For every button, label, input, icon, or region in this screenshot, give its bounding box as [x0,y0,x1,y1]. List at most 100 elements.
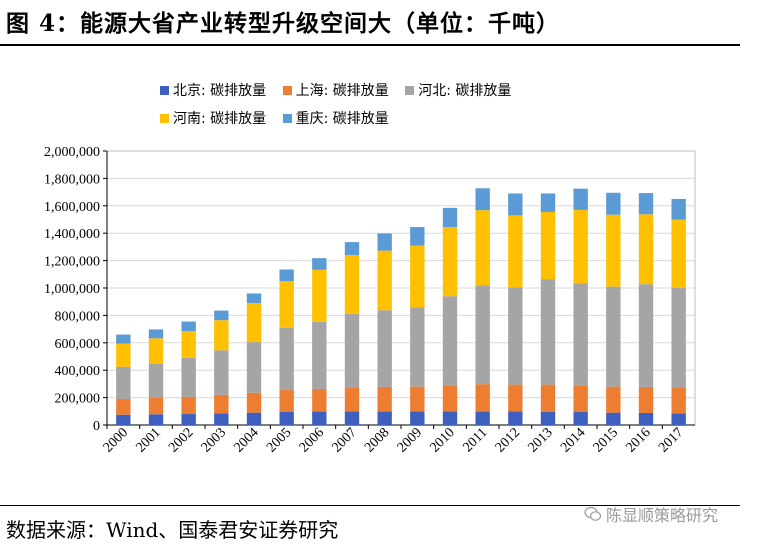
bar-hebei-2006 [312,321,327,389]
x-tick-label: 2006 [297,425,327,455]
legend-label-shanghai: 上海: 碳排放量 [295,83,389,99]
y-tick-label: 1,000,000 [44,282,100,297]
bar-beijing-2003 [214,413,229,425]
bar-hebei-2015 [606,286,621,387]
bar-hebei-2012 [508,287,523,385]
bar-hebei-2004 [246,342,262,393]
legend-item-chongqing: 重庆: 碳排放量 [282,104,389,132]
bar-henan-2003 [214,320,229,351]
bar-chongqing-2014 [573,188,588,210]
legend-label-henan: 河南: 碳排放量 [173,111,267,127]
bar-shanghai-2016 [638,386,654,413]
bar-hebei-2005 [279,327,294,391]
bar-shanghai-2002 [181,396,196,415]
bar-henan-2006 [312,269,327,322]
bar-shanghai-2008 [377,386,392,412]
x-tick-label: 2009 [395,425,425,455]
legend-item-beijing: 北京: 碳排放量 [160,76,266,104]
bar-hebei-2000 [116,366,131,399]
bar-hebei-2013 [540,279,556,385]
x-tick-label: 2015 [591,425,621,455]
legend-item-henan: 河南: 碳排放量 [160,104,266,132]
legend-swatch-henan [160,113,169,123]
x-tick-label: 2011 [460,425,490,455]
bar-henan-2013 [540,211,556,280]
bar-shanghai-2011 [475,384,490,412]
bar-chongqing-2010 [442,207,458,228]
bar-beijing-2007 [344,411,360,425]
legend-swatch-shanghai [282,85,292,95]
x-tick-label: 2014 [558,425,588,455]
bar-henan-2009 [410,245,425,308]
y-tick-label: 400,000 [55,364,101,379]
bar-beijing-2006 [312,411,327,425]
bar-beijing-2011 [475,411,490,425]
bar-shanghai-2017 [671,387,686,414]
bar-chongqing-2016 [638,193,654,215]
bar-beijing-2001 [148,414,164,425]
bar-henan-2007 [344,255,360,315]
bar-beijing-2000 [116,414,131,425]
legend-label-hebei: 河北: 碳排放量 [418,83,512,99]
bar-hebei-2010 [442,296,458,386]
legend-swatch-hebei [405,85,415,95]
bar-hebei-2009 [410,307,425,387]
x-tick-label: 2008 [362,425,392,455]
y-tick-label: 1,200,000 [44,255,100,270]
watermark: 陈显顺策略研究 [584,502,718,526]
title-divider [0,44,740,46]
y-tick-label: 1,600,000 [44,200,100,215]
y-tick-label: 200,000 [55,392,101,407]
bar-hebei-2003 [214,350,229,395]
bar-shanghai-2014 [573,385,588,412]
bar-henan-2008 [377,250,392,311]
bar-shanghai-2006 [312,388,327,412]
x-tick-label: 2003 [199,425,229,455]
bar-shanghai-2001 [148,397,164,415]
bar-shanghai-2003 [214,394,229,414]
legend-swatch-chongqing [282,113,292,123]
y-tick-label: 1,800,000 [44,172,100,187]
x-tick-label: 2013 [525,425,555,455]
bar-hebei-2016 [638,284,654,387]
bar-henan-2000 [116,343,131,367]
bar-chongqing-2013 [540,193,556,212]
bar-beijing-2005 [279,411,294,425]
x-tick-label: 2010 [427,425,457,455]
bar-henan-2001 [148,338,164,364]
data-source: 数据来源：Wind、国泰君安证券研究 [6,518,339,542]
y-tick-label: 1,400,000 [44,227,100,242]
bar-hebei-2007 [344,314,360,388]
x-tick-label: 2000 [101,425,131,455]
bar-chongqing-2011 [475,188,490,211]
bar-henan-2014 [573,209,588,284]
bar-hebei-2002 [181,357,196,397]
bar-chongqing-2000 [116,334,131,344]
bar-chongqing-2002 [181,321,196,332]
bar-shanghai-2000 [116,398,131,415]
bar-beijing-2010 [442,411,458,425]
bar-shanghai-2009 [410,386,425,412]
bar-chongqing-2003 [214,310,229,321]
y-tick-label: 800,000 [55,309,101,324]
bar-shanghai-2012 [508,384,523,412]
bar-chongqing-2005 [279,269,294,282]
chart-legend: 北京: 碳排放量 上海: 碳排放量 河北: 碳排放量 河南: 碳排放量 重庆: … [160,76,590,132]
x-tick-label: 2007 [329,425,359,455]
bar-beijing-2009 [410,411,425,425]
bar-chongqing-2006 [312,258,327,270]
bar-hebei-2008 [377,310,392,387]
y-tick-label: 0 [93,419,100,434]
bar-henan-2004 [246,303,262,343]
x-tick-label: 2017 [656,425,686,455]
bar-henan-2005 [279,281,294,328]
legend-item-shanghai: 上海: 碳排放量 [282,76,389,104]
bar-henan-2017 [671,219,686,288]
bar-beijing-2002 [181,414,196,425]
bar-hebei-2011 [475,285,490,385]
bar-henan-2002 [181,331,196,358]
bar-henan-2012 [508,215,523,288]
bar-beijing-2012 [508,411,523,425]
bar-chongqing-2015 [606,192,621,215]
x-tick-label: 2005 [264,425,294,455]
